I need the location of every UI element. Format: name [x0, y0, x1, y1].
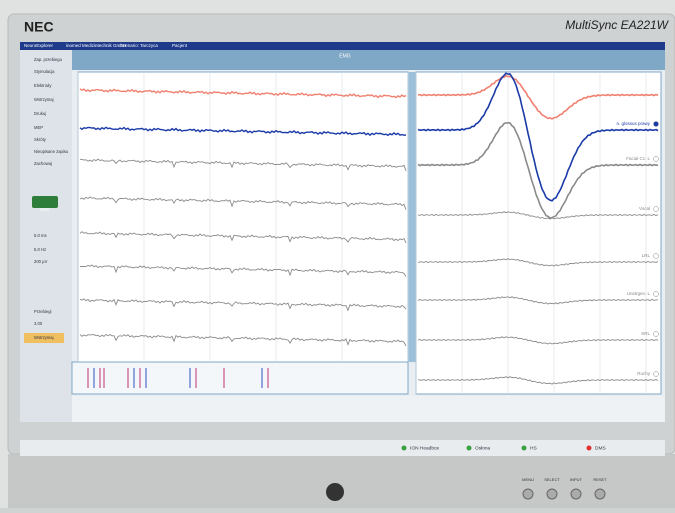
monitor-button-label: INPUT — [570, 477, 583, 482]
left-panel — [78, 72, 408, 362]
channel-toggle[interactable] — [654, 292, 659, 297]
channel-label: Vocal — [639, 206, 650, 211]
toolbar — [72, 50, 665, 70]
channel-toggle[interactable] — [654, 332, 659, 337]
sidebar-item[interactable]: Wstrzymaj — [34, 97, 54, 102]
channel-label: Facial Cc. L — [626, 156, 650, 161]
channel-label: SRL — [641, 331, 650, 336]
sidebar-item: 3.00 — [34, 321, 43, 326]
title-item: NeuroExplorer — [24, 43, 54, 48]
sidebar-item[interactable]: Skróty — [34, 137, 47, 142]
sidebar-item: 5.0 ms — [34, 233, 47, 238]
sidebar-item[interactable]: Elektrody — [34, 83, 52, 88]
sidebar-item[interactable]: EMG — [40, 207, 50, 212]
status-dot — [522, 446, 527, 451]
sidebar-item[interactable]: Zachowaj — [34, 161, 52, 166]
title-item: Scenario: Tarczyca — [120, 43, 158, 48]
monitor-button-label: MENU — [522, 477, 534, 482]
sidebar-item: 200 µV — [34, 259, 48, 264]
sidebar-item[interactable]: Stymulacja — [34, 69, 55, 74]
status-item: Osłona — [475, 445, 491, 451]
status-bar — [20, 440, 665, 456]
event-strip — [72, 362, 408, 394]
model: MultiSync EA221W — [565, 18, 669, 32]
sidebar-item[interactable]: Wstrzymaj — [34, 335, 54, 340]
monitor-button-label: RESET — [593, 477, 607, 482]
sidebar-item[interactable]: Nieopisane zapisu — [34, 149, 69, 154]
status-dot — [587, 446, 592, 451]
status-item: DMS — [595, 445, 606, 451]
status-item: ION Headbox — [410, 445, 440, 451]
channel-toggle[interactable] — [654, 122, 659, 127]
monitor-button[interactable] — [571, 489, 581, 499]
sidebar-item[interactable]: MEP — [34, 125, 43, 130]
status-dot — [467, 446, 472, 451]
channel-toggle[interactable] — [654, 207, 659, 212]
channel-label: n. glossus prawy — [616, 121, 650, 126]
monitor-button[interactable] — [547, 489, 557, 499]
monitor-button[interactable] — [523, 489, 533, 499]
photo: NEC MultiSync EA221W NeuroExplorer inomed… — [0, 0, 675, 508]
channel-label: Ruchy — [637, 371, 651, 376]
title-item: inomed Medizintechnik GmbH — [66, 43, 126, 48]
splitter — [408, 72, 416, 362]
brand: NEC — [24, 19, 54, 35]
channel-toggle[interactable] — [654, 254, 659, 259]
monitor-button-label: SELECT — [544, 477, 560, 482]
sidebar-item[interactable]: Zap. przebiegu — [34, 57, 63, 62]
status-dot — [402, 446, 407, 451]
title-item: Pacjent — [172, 43, 188, 48]
channel-label: LRL — [642, 253, 651, 258]
lower-area — [72, 396, 665, 422]
sidebar-item: Przebiegi — [34, 309, 52, 314]
sidebar-item: 5.0 Hz — [34, 247, 46, 252]
sidebar-item[interactable]: Drukuj — [34, 111, 46, 116]
channel-label: Unstrgen. L — [627, 291, 651, 296]
status-item: HS — [530, 445, 537, 451]
channel-toggle[interactable] — [654, 372, 659, 377]
power-button[interactable] — [326, 483, 344, 501]
channel-toggle[interactable] — [654, 157, 659, 162]
panel-title: EMG — [339, 53, 351, 59]
monitor-button[interactable] — [595, 489, 605, 499]
